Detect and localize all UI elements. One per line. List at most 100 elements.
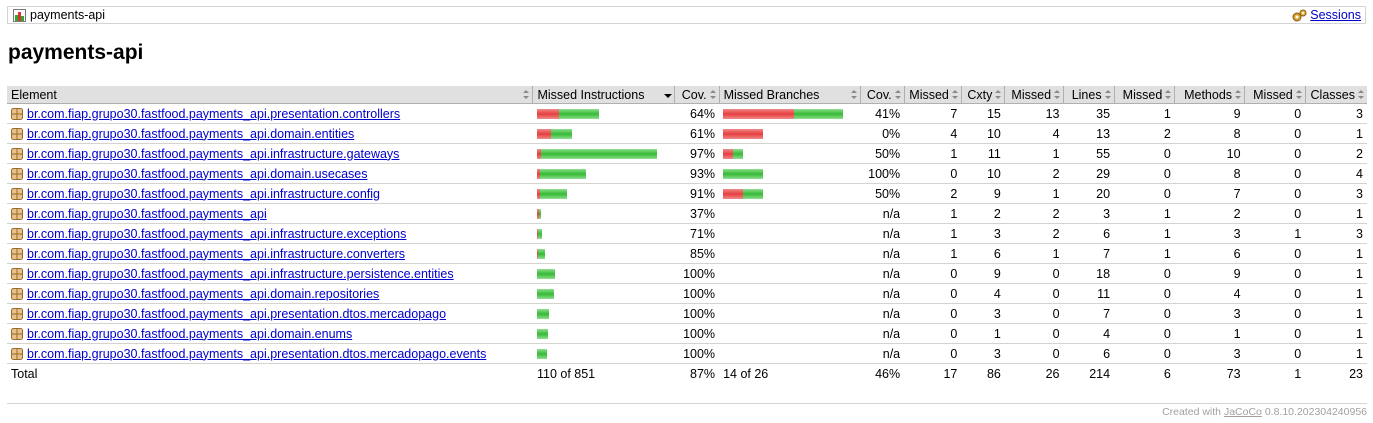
classes: 1: [1305, 323, 1367, 344]
classes: 1: [1305, 343, 1367, 364]
instructions-bar: [536, 148, 671, 159]
table-row: br.com.fiap.grupo30.fastfood.payments_ap…: [7, 203, 1367, 224]
header-classes[interactable]: Classes: [1305, 86, 1367, 104]
element-cell: br.com.fiap.grupo30.fastfood.payments_ap…: [7, 183, 533, 204]
header-lines-missed[interactable]: Missed: [1004, 86, 1065, 104]
classes: 3: [1305, 103, 1367, 124]
methods: 4: [1174, 283, 1245, 304]
sort-icon: [1165, 90, 1172, 99]
header-missed-branches[interactable]: Missed Branches: [719, 86, 862, 104]
sort-icon: [709, 90, 716, 99]
total-row: Total 110 of 851 87% 14 of 26 46% 17 86 …: [7, 364, 1367, 384]
classes: 3: [1305, 183, 1367, 204]
instructions-bar: [536, 348, 671, 359]
classes-missed: 0: [1244, 263, 1306, 284]
instructions-bar: [536, 188, 671, 199]
branches-bar-cell: [719, 203, 861, 224]
branch-cov: n/a: [860, 343, 905, 364]
branches-bar: [723, 269, 857, 279]
lines: 6: [1063, 343, 1115, 364]
package-link[interactable]: br.com.fiap.grupo30.fastfood.payments_ap…: [27, 186, 380, 201]
sessions-link[interactable]: Sessions: [1310, 8, 1361, 22]
methods-missed: 0: [1114, 163, 1175, 184]
package-link[interactable]: br.com.fiap.grupo30.fastfood.payments_ap…: [27, 226, 407, 241]
instructions-bar: [536, 268, 671, 279]
package-icon: [11, 307, 23, 320]
cxty: 11: [961, 143, 1005, 164]
element-cell: br.com.fiap.grupo30.fastfood.payments_ap…: [7, 143, 533, 164]
total-classes-missed: 1: [1294, 366, 1302, 381]
package-link[interactable]: br.com.fiap.grupo30.fastfood.payments_ap…: [27, 266, 454, 281]
covered-bar: [559, 108, 600, 119]
package-link[interactable]: br.com.fiap.grupo30.fastfood.payments_ap…: [27, 106, 401, 121]
branches-bar-cell: [719, 123, 861, 144]
lines-missed: 2: [1004, 223, 1064, 244]
covered-bar: [733, 148, 744, 159]
package-link[interactable]: br.com.fiap.grupo30.fastfood.payments_ap…: [27, 346, 487, 361]
covered-bar: [793, 108, 844, 119]
table-row: br.com.fiap.grupo30.fastfood.payments_ap…: [7, 223, 1367, 244]
package-link[interactable]: br.com.fiap.grupo30.fastfood.payments_ap…: [27, 326, 353, 341]
package-link[interactable]: br.com.fiap.grupo30.fastfood.payments_ap…: [27, 166, 368, 181]
branches-bar-cell: [719, 163, 861, 184]
package-link[interactable]: br.com.fiap.grupo30.fastfood.payments_ap…: [27, 246, 405, 261]
lines-missed: 4: [1004, 123, 1064, 144]
instructions-bar-cell: [532, 223, 675, 244]
covered-bar: [550, 128, 572, 139]
coverage-table: Element Missed Instructions Cov. Missed …: [7, 86, 1367, 383]
package-icon: [11, 327, 23, 340]
methods-missed: 1: [1114, 103, 1175, 124]
footer: Created with JaCoCo 0.8.10.202304240956: [1162, 406, 1367, 418]
branches-bar-cell: [719, 303, 861, 324]
header-element[interactable]: Element: [7, 86, 534, 104]
classes-missed: 0: [1244, 303, 1306, 324]
package-link[interactable]: br.com.fiap.grupo30.fastfood.payments_ap…: [27, 306, 447, 321]
header-cxty[interactable]: Cxty: [961, 86, 1006, 104]
instructions-bar-cell: [532, 203, 675, 224]
breadcrumb: payments-api Sessions: [7, 6, 1366, 24]
header-instr-cov[interactable]: Cov.: [674, 86, 720, 104]
missed-bar: [536, 168, 541, 179]
table-row: br.com.fiap.grupo30.fastfood.payments_ap…: [7, 303, 1367, 324]
package-link[interactable]: br.com.fiap.grupo30.fastfood.payments_ap…: [27, 146, 400, 161]
branch-cov: n/a: [860, 203, 905, 224]
package-icon: [11, 127, 23, 140]
header-cx-missed[interactable]: Missed: [904, 86, 962, 104]
instructions-bar: [536, 208, 671, 219]
header-missed-instructions[interactable]: Missed Instructions: [532, 86, 676, 104]
instructions-bar-cell: [532, 163, 675, 184]
jacoco-link[interactable]: JaCoCo: [1223, 406, 1262, 418]
table-row: br.com.fiap.grupo30.fastfood.payments_ap…: [7, 123, 1367, 144]
element-cell: br.com.fiap.grupo30.fastfood.payments_ap…: [7, 123, 533, 144]
lines-missed: 1: [1004, 243, 1064, 264]
branches-bar: [723, 188, 857, 199]
table-row: br.com.fiap.grupo30.fastfood.payments_ap…: [7, 343, 1367, 364]
package-link[interactable]: br.com.fiap.grupo30.fastfood.payments_ap…: [27, 126, 355, 141]
header-methods-missed[interactable]: Missed: [1114, 86, 1176, 104]
classes: 1: [1305, 283, 1367, 304]
instructions-bar-cell: [532, 123, 675, 144]
header-branch-cov[interactable]: Cov.: [860, 86, 905, 104]
instr-cov: 91%: [674, 183, 720, 204]
header-lines[interactable]: Lines: [1063, 86, 1115, 104]
sort-icon: [851, 90, 858, 99]
lines: 7: [1063, 303, 1115, 324]
cx-missed: 1: [904, 223, 962, 244]
header-methods[interactable]: Methods: [1174, 86, 1246, 104]
branch-cov: n/a: [860, 223, 905, 244]
methods: 6: [1174, 243, 1245, 264]
element-cell: br.com.fiap.grupo30.fastfood.payments_ap…: [7, 323, 533, 344]
cxty: 15: [961, 103, 1005, 124]
package-link[interactable]: br.com.fiap.grupo30.fastfood.payments_ap…: [27, 286, 380, 301]
lines-missed: 0: [1004, 303, 1064, 324]
covered-bar: [540, 168, 587, 179]
branch-cov: n/a: [860, 243, 905, 264]
package-icon: [11, 347, 23, 360]
missed-bar: [723, 188, 743, 199]
package-link[interactable]: br.com.fiap.grupo30.fastfood.payments_ap…: [27, 206, 267, 221]
classes-missed: 0: [1244, 283, 1306, 304]
table-row: br.com.fiap.grupo30.fastfood.payments_ap…: [7, 163, 1367, 184]
table-header-row: Element Missed Instructions Cov. Missed …: [7, 86, 1367, 104]
cx-missed: 0: [904, 163, 962, 184]
header-classes-missed[interactable]: Missed: [1244, 86, 1306, 104]
